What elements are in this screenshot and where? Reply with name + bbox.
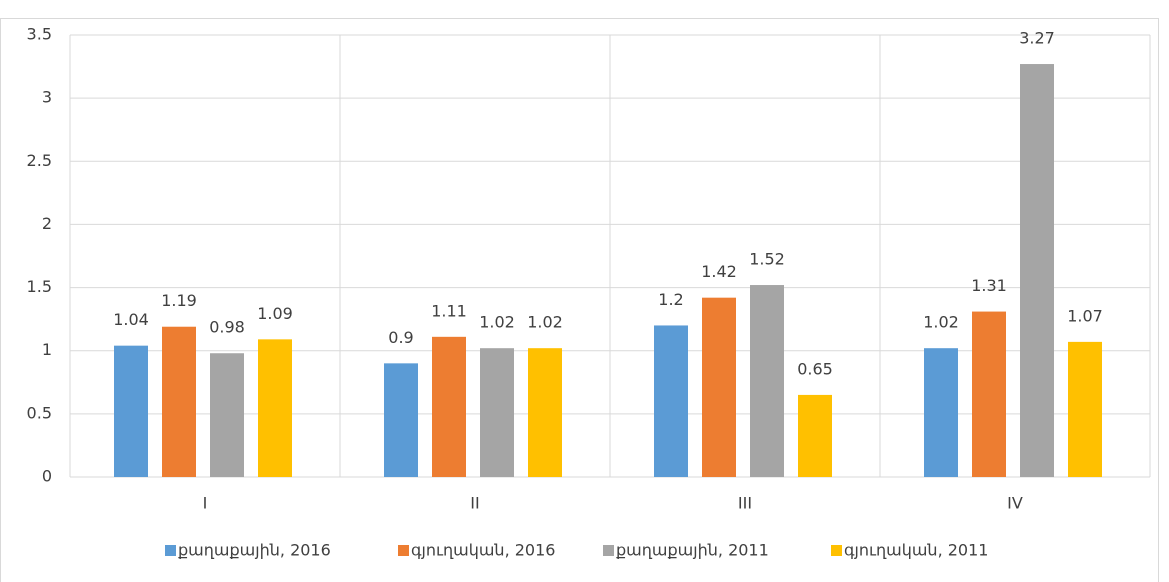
legend-label: գյուղական, 2016 xyxy=(411,541,555,560)
bar xyxy=(702,297,736,477)
y-tick-label: 2 xyxy=(42,214,52,233)
x-tick-label: IV xyxy=(1007,494,1023,513)
y-tick-label: 3 xyxy=(42,88,52,107)
bar xyxy=(480,348,514,477)
bar xyxy=(384,363,418,477)
x-tick-label: I xyxy=(203,494,208,513)
bar xyxy=(972,311,1006,477)
bar xyxy=(258,339,292,477)
legend-label: քաղաքային, 2011 xyxy=(616,541,769,560)
value-label: 0.9 xyxy=(388,328,413,347)
y-tick-label: 2.5 xyxy=(27,151,52,170)
value-label: 1.52 xyxy=(749,250,785,269)
bar xyxy=(750,285,784,477)
bar xyxy=(1020,64,1054,477)
legend-label: գյուղական, 2011 xyxy=(844,541,988,560)
bar xyxy=(210,353,244,477)
y-tick-label: 3.5 xyxy=(27,25,52,44)
value-label: 1.07 xyxy=(1067,306,1103,325)
bar xyxy=(432,336,466,477)
value-label: 1.31 xyxy=(971,276,1007,295)
value-label: 1.2 xyxy=(658,290,683,309)
bar xyxy=(924,348,958,477)
bar xyxy=(654,325,688,477)
bar xyxy=(798,394,832,477)
x-tick-label: II xyxy=(470,494,479,513)
legend-label: քաղաքային, 2016 xyxy=(178,541,331,560)
value-label: 1.11 xyxy=(431,301,467,320)
legend-swatch xyxy=(165,545,176,556)
bar xyxy=(1068,341,1102,477)
x-tick-label: III xyxy=(738,494,752,513)
value-label: 1.42 xyxy=(701,262,737,281)
y-tick-label: 0.5 xyxy=(27,403,52,422)
value-label: 3.27 xyxy=(1019,29,1055,48)
chart-frame xyxy=(0,18,1159,582)
y-tick-label: 1.5 xyxy=(27,277,52,296)
value-label: 1.19 xyxy=(161,291,197,310)
value-label: 1.09 xyxy=(257,304,293,323)
legend-swatch xyxy=(831,545,842,556)
value-label: 0.98 xyxy=(209,318,245,337)
bar xyxy=(528,348,562,477)
bar xyxy=(114,345,148,477)
value-label: 1.04 xyxy=(113,310,149,329)
bar xyxy=(162,326,196,477)
legend-swatch xyxy=(603,545,614,556)
value-label: 1.02 xyxy=(527,313,563,332)
value-label: 0.65 xyxy=(797,359,833,378)
y-tick-label: 1 xyxy=(42,340,52,359)
value-label: 1.02 xyxy=(923,313,959,332)
legend-swatch xyxy=(398,545,409,556)
value-label: 1.02 xyxy=(479,313,515,332)
y-tick-label: 0 xyxy=(42,467,52,486)
